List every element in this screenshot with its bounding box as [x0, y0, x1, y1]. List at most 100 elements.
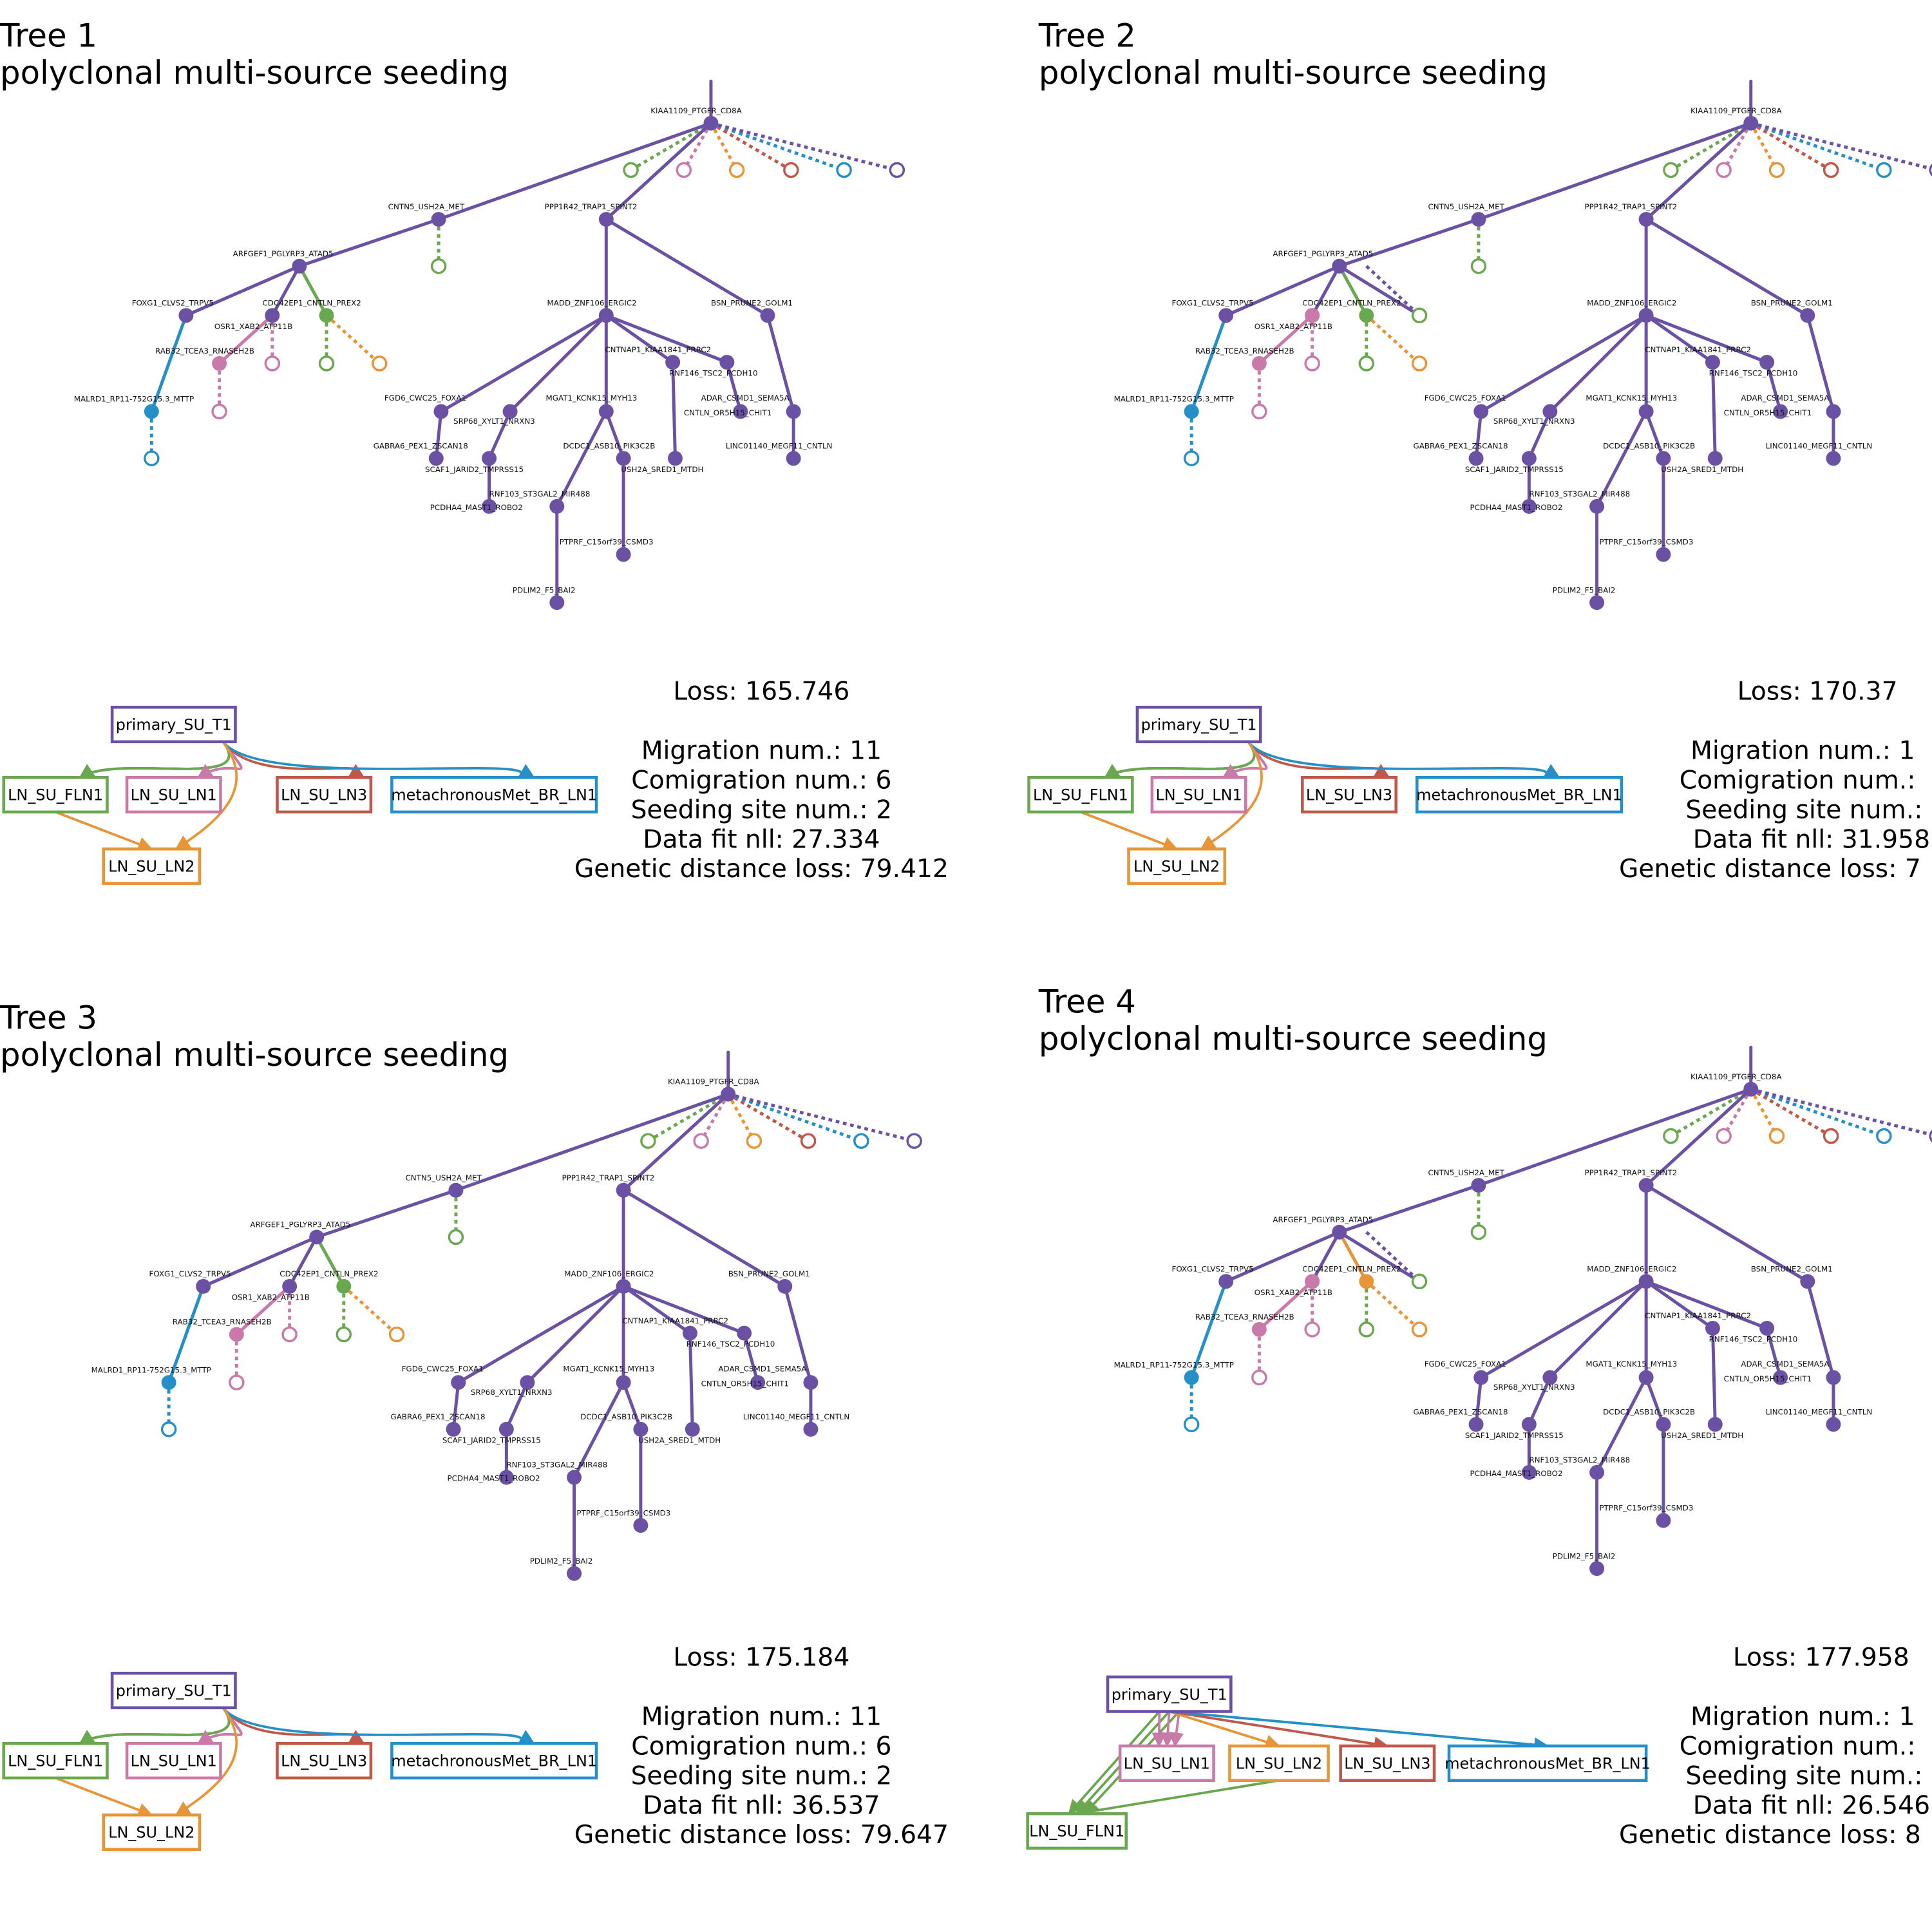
clone-node-foxg1 — [1218, 1274, 1234, 1289]
clone-node-cdc42ep1 — [265, 308, 280, 323]
clone-node-pdlim2 — [1589, 1561, 1605, 1577]
sample-leaf-ln2 — [728, 162, 745, 178]
seeding-site-num-text: Seeding site num.: — [1685, 795, 1922, 824]
clone-node-ush2a — [567, 1470, 582, 1485]
site-label: LN_SU_LN3 — [281, 1752, 367, 1770]
site-node-ln-su-ln2: LN_SU_LN2 — [1127, 847, 1227, 886]
node-label-cdc42ep1: CDC42EP1_CNTLN_PREX2 — [1302, 1264, 1401, 1273]
clone-node-right — [786, 404, 801, 419]
migration-edge — [1247, 741, 1559, 779]
site-label: LN_SU_LN2 — [1133, 858, 1220, 876]
migration-edge — [1104, 741, 1256, 779]
sample-leaf-fln1 — [1358, 1321, 1375, 1338]
clone-node-srp68 — [446, 1421, 461, 1437]
clone-node-mgat1 — [1542, 404, 1558, 419]
clone-node-fgd6 — [451, 1375, 466, 1390]
clone-node-rnf146 — [1759, 1321, 1775, 1336]
node-label-pdlim2: PDLIM2_F5_BAI2 — [530, 1557, 593, 1566]
clone-node-madd — [1638, 308, 1654, 323]
clone-node-pdlim2 — [567, 1566, 582, 1581]
sample-leaf-ln1 — [1716, 162, 1732, 178]
clone-node-dcdc1b — [1656, 1417, 1671, 1432]
clone-node-dcdc1 — [1521, 451, 1537, 466]
site-label: primary_SU_T1 — [116, 1682, 232, 1700]
migration-edge — [1169, 1711, 1184, 1748]
sample-leaf-br — [144, 450, 160, 466]
site-node-ln-su-ln3: LN_SU_LN3 — [276, 775, 373, 814]
clone-node-osr1 — [1305, 308, 1320, 323]
node-label-cntnap1: CNTNAP1_KIAA1841_PRRC2 — [622, 1316, 728, 1325]
site-label: LN_SU_LN3 — [281, 786, 367, 804]
clone-node-adar — [1773, 1370, 1788, 1385]
node-label-dcdc1: DCDC1_ASB10_PIK3C2B — [1603, 1407, 1695, 1416]
sample-leaf-ln3 — [783, 162, 799, 178]
seeding-site-num-text: Seeding site num.: 2 — [631, 795, 892, 824]
clone-node-dcdc1 — [1521, 1417, 1537, 1432]
sample-leaf-ln1 — [1251, 1369, 1267, 1386]
site-node-ln-su-ln2: LN_SU_LN2 — [102, 1813, 202, 1852]
sample-leaf-ln1 — [229, 1374, 245, 1390]
sample-leaf-fln1 — [318, 355, 335, 372]
clone-node-cntnap1 — [1705, 1321, 1720, 1336]
site-label: LN_SU_FLN1 — [8, 1752, 103, 1770]
site-label: LN_SU_LN3 — [1306, 786, 1392, 804]
node-label-scaf1: SCAF1_JARID2_TMPRSS15 — [1465, 465, 1564, 474]
node-label-madd: MADD_ZNF106_ERGIC2 — [1587, 298, 1676, 307]
node-label-dcdc1: DCDC1_ASB10_PIK3C2B — [563, 441, 655, 450]
migration-edge — [79, 1707, 231, 1745]
migration-graph: primary_SU_T1 LN_SU_FLN1 LN_SU_LN1 LN_SU_LN… — [2, 705, 598, 886]
clone-node-ppp1r42 — [1638, 1178, 1654, 1193]
site-label: LN_SU_LN3 — [1344, 1754, 1430, 1772]
node-label-rnf103: RNF103_ST3GAL2_MIR488 — [1529, 1455, 1630, 1464]
node-label-ush2a: USH2A_SRED1_MTDH — [638, 1435, 721, 1444]
migration-edge — [79, 741, 231, 779]
site-label: LN_SU_FLN1 — [8, 786, 103, 804]
node-label-srp68: SRP68_XYLT1_NRXN3 — [1493, 417, 1575, 426]
node-label-scaf1: SCAF1_JARID2_TMPRSS15 — [1465, 1431, 1564, 1440]
node-label-scaf1: SCAF1_JARID2_TMPRSS15 — [442, 1435, 541, 1444]
node-label-cntn5: CNTN5_USH2A_MET — [388, 202, 465, 211]
node-label-srp68: SRP68_XYLT1_NRXN3 — [453, 417, 535, 426]
node-label-scaf1: SCAF1_JARID2_TMPRSS15 — [425, 465, 524, 474]
node-label-foxg1: FOXG1_CLVS2_TRPV5 — [1172, 1264, 1254, 1273]
clone-node-fgd6 — [1473, 1370, 1489, 1385]
loss-text: Loss: 170.37 — [1738, 677, 1898, 706]
node-label-bsn: BSN_PRUNE2_GOLM1 — [1751, 298, 1833, 307]
migration-edge — [197, 741, 243, 779]
site-label: LN_SU_LN2 — [108, 1824, 194, 1842]
migration-edge — [197, 741, 243, 779]
site-label: LN_SU_FLN1 — [1029, 1823, 1124, 1841]
node-label-osr1: OSR1_XAB2_ATP11B — [1255, 322, 1332, 331]
seeding-site-num-text: Seeding site num.: 2 — [631, 1761, 892, 1790]
node-label-cntn5: CNTN5_USH2A_MET — [1428, 202, 1504, 211]
site-node-metachronousmet-br-ln1: metachronousMet_BR_LN1 — [390, 775, 598, 814]
node-label-dcdc1: DCDC1_ASB10_PIK3C2B — [1603, 441, 1695, 450]
clone-node-rnf146 — [1759, 355, 1775, 370]
clone-node-dcdc1b — [616, 451, 631, 466]
node-label-linc01140: LINC01140_MEGF11_CNTLN — [1766, 1407, 1873, 1416]
tree-subtitle: polyclonal multi-source seeding — [0, 54, 509, 91]
node-label-malrd1: MALRD1_RP11-752G15.3_MTTP — [1114, 1361, 1234, 1370]
node-label-ptprf: PTPRF_C15orf39_CSMD3 — [560, 538, 654, 547]
loss-text: Loss: 177.958 — [1733, 1643, 1909, 1672]
site-node-ln-su-fln1: LN_SU_FLN1 — [1026, 1812, 1128, 1850]
site-node-ln-su-fln1: LN_SU_FLN1 — [1027, 775, 1134, 814]
migration-edge — [1200, 741, 1263, 850]
seeding-site-num-text: Seeding site num.: — [1685, 1761, 1922, 1790]
site-node-primary-su-t1: primary_SU_T1 — [1135, 705, 1262, 744]
node-label-root: KIAA1109_PTGFR_CD8A — [650, 106, 742, 115]
sample-leaf-fln1 — [430, 258, 447, 274]
clone-node-bsn — [1800, 308, 1815, 323]
node-label-cntn5: CNTN5_USH2A_MET — [1428, 1168, 1504, 1177]
clone-node-dcdc1b — [633, 1421, 649, 1437]
clone-node-foxg1 — [1218, 308, 1234, 323]
genetic-distance-loss-text: Genetic distance loss: 79.412 — [574, 855, 949, 884]
tree-title: Tree 4 — [1038, 983, 1136, 1021]
site-label: LN_SU_LN1 — [1156, 786, 1242, 804]
node-label-adar: ADAR_CSMD1_SEMA5A — [718, 1364, 807, 1373]
migration-edge — [175, 741, 238, 850]
sample-leaf-ln2 — [1411, 355, 1428, 372]
clone-node-cntnap1 — [682, 1325, 697, 1341]
